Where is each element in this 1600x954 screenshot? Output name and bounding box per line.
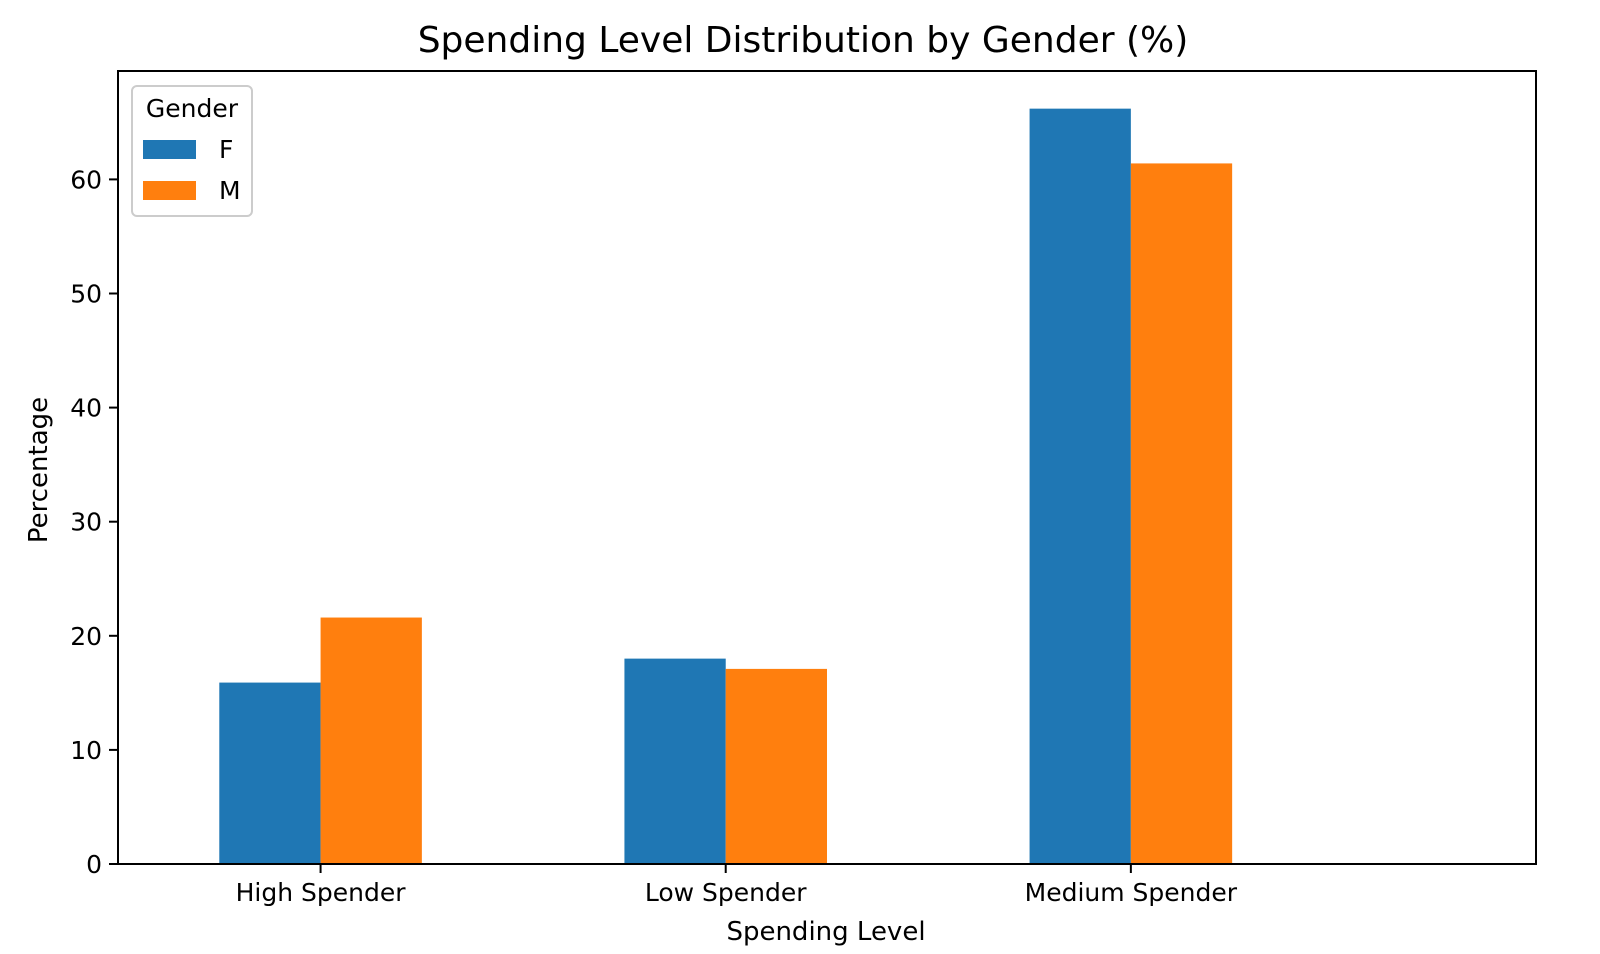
x-tick-label-medium-spender: Medium Spender	[1025, 878, 1238, 907]
bar-high-spender-m	[320, 617, 422, 864]
legend-swatch-m	[143, 181, 196, 200]
legend-title: Gender	[146, 94, 239, 123]
y-tick-label: 50	[70, 279, 102, 308]
legend-label-f: F	[219, 135, 233, 164]
bar-low-spender-f	[624, 658, 726, 864]
y-axis: 0 10 20 30 40 50 60	[70, 165, 118, 879]
x-axis: High Spender Low Spender Medium Spender	[236, 864, 1238, 907]
bars-group	[219, 108, 1233, 865]
legend-swatch-f	[143, 140, 196, 159]
plot-frame	[117, 70, 1537, 865]
chart-title: Spending Level Distribution by Gender (%…	[418, 20, 1189, 61]
x-axis-label: Spending Level	[726, 917, 925, 947]
bar-medium-spender-m	[1130, 163, 1233, 865]
legend-label-m: M	[219, 176, 241, 205]
y-axis-label: Percentage	[24, 397, 54, 543]
y-tick-label: 60	[70, 165, 102, 194]
y-tick-label: 10	[70, 736, 102, 765]
bar-high-spender-f	[219, 682, 321, 864]
y-tick-label: 30	[70, 508, 102, 537]
y-tick-label: 20	[70, 622, 102, 651]
bar-medium-spender-f	[1029, 108, 1131, 864]
y-tick-label: 0	[86, 850, 102, 879]
x-tick-label-high-spender: High Spender	[236, 878, 407, 907]
legend: Gender F M	[131, 85, 253, 217]
bar-low-spender-m	[725, 668, 827, 864]
y-tick-label: 40	[70, 394, 102, 423]
x-tick-label-low-spender: Low Spender	[645, 878, 807, 907]
